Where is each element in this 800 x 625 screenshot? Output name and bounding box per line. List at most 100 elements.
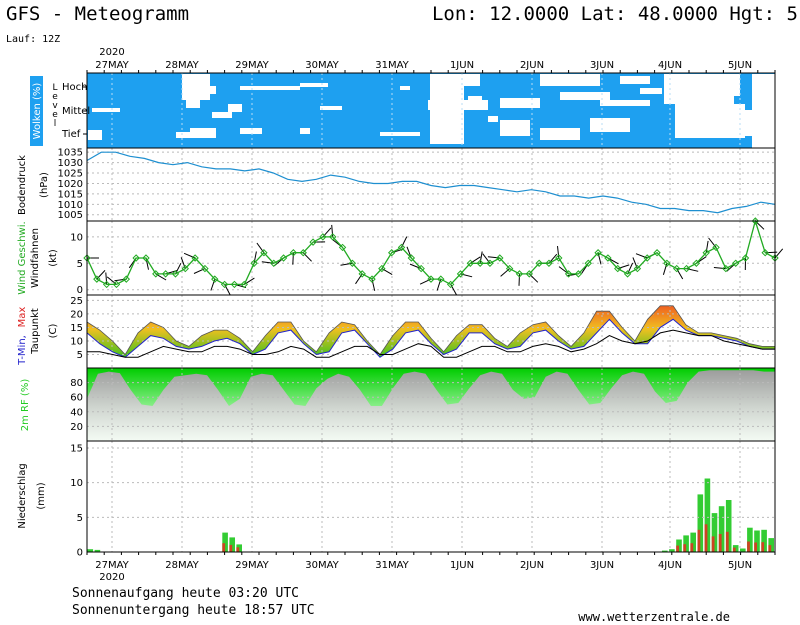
wind-speed-point <box>496 254 504 262</box>
wind-speed-point <box>152 270 160 278</box>
wind-speed-point <box>535 259 543 267</box>
wind-barb <box>557 246 560 259</box>
cloud-gap <box>600 100 650 106</box>
wind-speed-point <box>279 254 288 262</box>
wind-speed-point <box>358 270 366 278</box>
cloud-gap <box>500 120 530 136</box>
wind-speed-point <box>604 254 612 262</box>
wind-label: Wind Geschwi. <box>17 221 28 294</box>
cloud-gap <box>190 128 216 138</box>
cloud-gap <box>212 112 232 118</box>
precip-bar <box>718 506 725 552</box>
wind-tick-label: 10 <box>70 232 83 243</box>
precip-bar <box>94 549 101 552</box>
wind-barb <box>292 252 294 265</box>
precip-bar-convective <box>718 534 722 552</box>
temperature-unit: (C) <box>48 324 59 339</box>
wind-speed-point <box>614 264 622 273</box>
precip-bar <box>683 535 689 552</box>
wind-speed-point <box>378 264 386 273</box>
cloud-gap <box>640 88 662 94</box>
dewpoint-line <box>87 329 775 358</box>
pressure-line <box>86 151 776 214</box>
cloud-sublabel-char: e <box>52 92 58 102</box>
wind-speed-point <box>594 249 602 257</box>
cloud-gap <box>320 106 342 110</box>
wind-speed-point <box>673 264 681 273</box>
humidity-label: 2m RF (%) <box>20 379 31 432</box>
sunset-text: Sonnenuntergang heute 18:57 UTC <box>72 603 315 618</box>
day-label-bottom: 30MAY <box>305 560 339 571</box>
wind-speed-point <box>437 275 445 283</box>
humidity-tick-label: 20 <box>70 422 83 433</box>
wind-barb <box>331 224 334 237</box>
precip-bar <box>711 513 718 552</box>
cloud-gap <box>240 128 262 134</box>
precip-bar-convective <box>768 545 772 552</box>
wind-speed-point <box>623 270 632 278</box>
wind-speed-point <box>741 254 750 262</box>
day-label-top: 27MAY <box>95 60 129 71</box>
cloud-sublabel-char: L <box>52 83 57 93</box>
wind-speed-point <box>348 259 357 267</box>
credit-link[interactable]: www.wetterzentrale.de <box>578 610 730 624</box>
cloud-gap <box>590 118 630 132</box>
precip-bar <box>669 549 675 552</box>
humidity-tick-label: 40 <box>70 407 83 418</box>
wind-speed-point <box>682 264 691 273</box>
precip-tick-label: 10 <box>70 478 83 489</box>
wind-speed-point <box>525 270 533 278</box>
wind-speed-point <box>663 259 671 267</box>
fills-layer <box>30 73 776 552</box>
precip-bar <box>690 532 696 552</box>
wind-speed-point <box>722 264 730 273</box>
precip-tick-label: 5 <box>77 513 83 524</box>
wind-speed-point <box>555 254 563 262</box>
day-label-top: 2JUN <box>520 60 544 71</box>
wind-speed-point <box>102 280 111 289</box>
wind-speed-point <box>161 270 170 278</box>
cloud-gap <box>300 83 328 87</box>
wind-speed-point <box>761 249 769 257</box>
day-label-top: 1JUN <box>450 60 474 71</box>
day-label-top: 5JUN <box>728 60 752 71</box>
precip-label: Niederschlag <box>17 463 28 528</box>
day-label-bottom: 3JUN <box>590 560 614 571</box>
pressure-tick-label: 1015 <box>58 189 83 200</box>
precip-bar-convective <box>704 524 708 552</box>
precip-bar-convective <box>747 541 750 552</box>
cloud-gap <box>176 132 190 138</box>
cloud-level-label: Mittel <box>62 106 90 117</box>
precip-bar <box>704 478 711 552</box>
pressure-frame <box>86 147 776 222</box>
cloud-gap <box>430 120 456 130</box>
wind-speed-point <box>329 233 337 241</box>
day-label-top: 31MAY <box>375 60 409 71</box>
day-label-bottom: 29MAY <box>235 560 269 571</box>
wind-frame <box>86 220 776 296</box>
location-coords: Lon: 12.0000 Lat: 48.0000 Hgt: 5 <box>431 3 798 25</box>
pressure-tick-label: 1025 <box>58 169 83 180</box>
wind-speed-point <box>270 259 278 267</box>
wind-speed-point <box>211 275 219 283</box>
cloud-gap <box>700 84 740 96</box>
wind-speed-point <box>260 249 268 257</box>
text-layer: 2020202027MAY27MAY28MAY28MAY29MAY29MAY30… <box>17 47 752 583</box>
cloud-gap <box>468 96 482 108</box>
wind-tick-label: 5 <box>77 259 83 270</box>
wind-speed-line <box>86 218 776 286</box>
day-label-bottom: 27MAY <box>95 560 129 571</box>
wind-speed-point <box>201 264 209 273</box>
pressure-tick-label: 1035 <box>58 148 83 159</box>
day-label-bottom: 2JUN <box>520 560 544 571</box>
cloud-gap <box>228 104 242 112</box>
wind-speed-point <box>299 249 307 257</box>
dewpoint-label: Taupunkt <box>30 308 41 355</box>
wind-speed-point <box>486 259 494 267</box>
wind-speed-point <box>417 264 425 273</box>
sunrise-text: Sonnenaufgang heute 03:20 UTC <box>72 586 299 601</box>
wind-speed-point <box>387 249 396 257</box>
precip-bar-convective <box>732 547 736 552</box>
wind-speed-point <box>515 270 524 278</box>
